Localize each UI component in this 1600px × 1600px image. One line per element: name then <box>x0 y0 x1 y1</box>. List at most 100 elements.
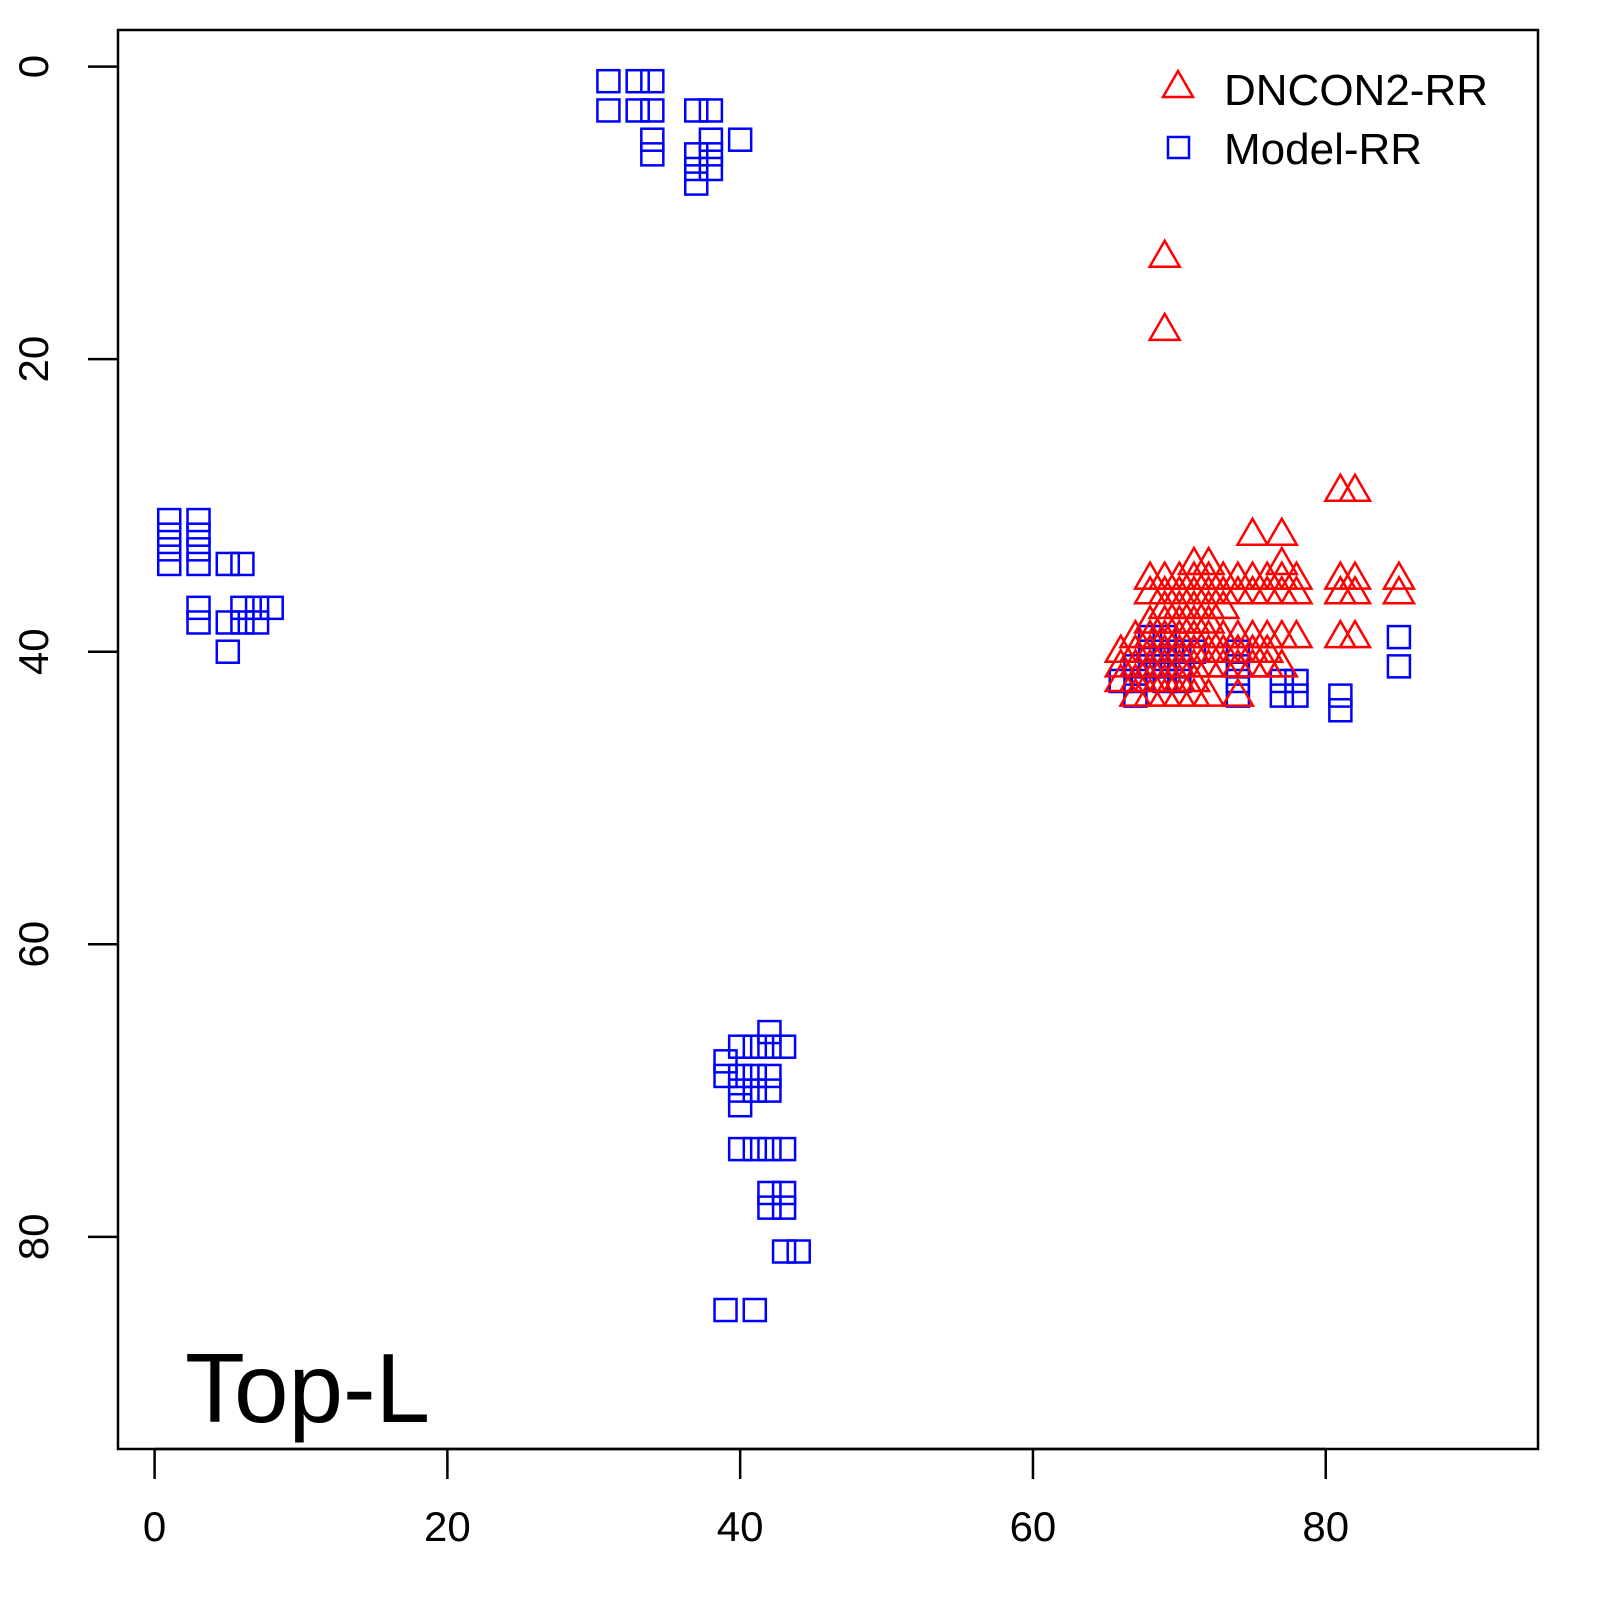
triangle-point <box>1220 677 1256 707</box>
y-tick-label: 40 <box>10 628 57 675</box>
square-point <box>215 610 241 635</box>
square-point <box>1328 697 1353 723</box>
square-point <box>683 156 709 182</box>
square-point <box>186 537 211 562</box>
triangle-point <box>1337 574 1373 605</box>
square-point <box>640 68 665 94</box>
y-tick-label: 60 <box>10 921 57 968</box>
legend-triangle-icon <box>1160 68 1196 99</box>
square-point <box>713 1049 738 1074</box>
square-point <box>727 127 753 152</box>
triangle-point <box>1279 618 1314 649</box>
x-tick-label: 60 <box>1010 1503 1057 1550</box>
square-point <box>625 98 650 123</box>
y-tick-label: 80 <box>10 1214 57 1261</box>
square-point <box>625 68 650 94</box>
square-point <box>757 1063 782 1089</box>
square-point <box>771 1239 797 1264</box>
square-point <box>230 595 255 621</box>
square-point <box>698 142 724 167</box>
square-point <box>727 1034 753 1059</box>
square-point <box>230 551 255 577</box>
triangle-point <box>1279 574 1314 605</box>
panel-annotation: Top-L <box>185 1333 430 1443</box>
triangle-point <box>1337 618 1373 649</box>
square-point <box>244 610 270 635</box>
square-point <box>742 1078 768 1103</box>
triangle-point <box>1264 647 1299 678</box>
square-point <box>786 1239 811 1264</box>
square-point <box>215 639 241 664</box>
square-point <box>640 127 665 152</box>
triangle-point <box>1264 545 1299 576</box>
square-point <box>596 98 621 123</box>
triangle-point <box>1323 472 1358 503</box>
square-point <box>186 610 211 635</box>
legend: DNCON2-RR Model-RR <box>1160 66 1488 174</box>
x-tick-label: 0 <box>143 1503 166 1550</box>
triangle-point <box>1147 238 1182 268</box>
square-point <box>757 1019 782 1045</box>
square-point <box>742 1063 768 1089</box>
triangle-point <box>1323 618 1358 649</box>
y-axis: 0 20 40 60 80 <box>10 55 118 1260</box>
square-point <box>683 98 709 123</box>
square-point <box>771 1180 797 1206</box>
triangle-point <box>1381 560 1417 590</box>
square-point <box>640 98 665 123</box>
square-point <box>757 1136 782 1162</box>
square-point <box>683 171 709 196</box>
square-point <box>1269 668 1295 694</box>
square-point <box>713 1297 738 1323</box>
triangle-point <box>1264 516 1299 546</box>
y-tick-label: 20 <box>10 336 57 383</box>
square-point <box>186 595 211 621</box>
square-point <box>1284 668 1309 694</box>
square-point <box>757 1195 782 1220</box>
square-point <box>771 1136 797 1162</box>
triangle-point <box>1235 516 1270 546</box>
square-point <box>713 1063 738 1089</box>
square-point <box>757 1034 782 1059</box>
square-point <box>757 1180 782 1206</box>
triangle-point <box>1337 560 1373 590</box>
square-point <box>771 1195 797 1220</box>
square-point <box>727 1078 753 1103</box>
square-point <box>698 156 724 182</box>
square-point <box>186 507 211 533</box>
square-point <box>156 507 182 533</box>
square-point <box>1269 683 1295 708</box>
square-point <box>727 1136 753 1162</box>
square-point <box>727 1092 753 1118</box>
x-tick-label: 40 <box>717 1503 764 1550</box>
square-point <box>156 551 182 577</box>
square-point <box>1225 683 1251 708</box>
triangle-point <box>1337 472 1373 503</box>
plot-frame <box>116 28 1540 1451</box>
square-point <box>640 142 665 167</box>
square-point <box>771 1034 797 1059</box>
triangle-point <box>1206 589 1241 620</box>
square-point <box>742 1297 768 1323</box>
square-point <box>757 1078 782 1103</box>
square-point <box>698 98 724 123</box>
triangle-point <box>1191 603 1226 634</box>
square-point <box>259 595 284 621</box>
square-point <box>230 610 255 635</box>
triangle-point <box>1176 662 1212 693</box>
square-point <box>1284 683 1309 708</box>
triangle-point <box>1279 560 1314 590</box>
legend-square-icon <box>1166 135 1191 160</box>
legend-label-dncon2: DNCON2-RR <box>1224 66 1488 115</box>
square-point <box>215 551 241 577</box>
x-tick-label: 20 <box>424 1503 471 1550</box>
square-point <box>1386 624 1412 650</box>
square-point <box>244 595 270 621</box>
square-point <box>683 142 709 167</box>
square-point <box>1328 683 1353 708</box>
triangle-point <box>1381 574 1417 605</box>
square-point <box>698 127 724 152</box>
triangle-point <box>1250 633 1285 663</box>
triangle-point <box>1191 545 1226 576</box>
